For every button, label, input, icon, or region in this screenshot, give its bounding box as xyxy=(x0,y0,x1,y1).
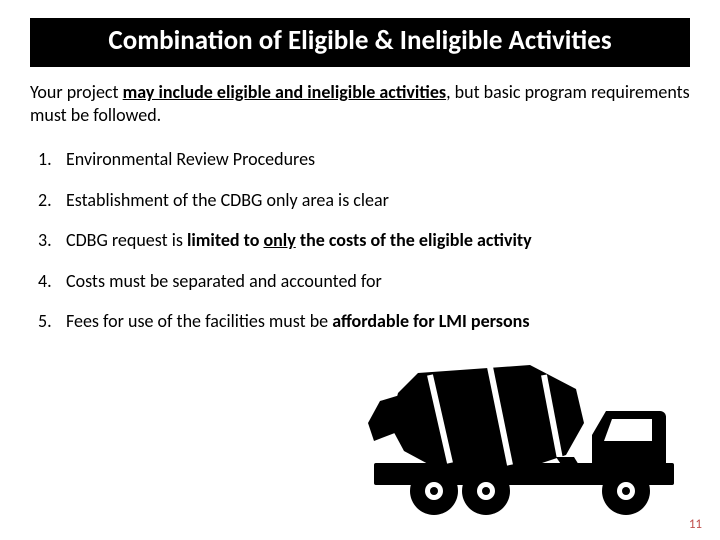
intro-prefix: Your project xyxy=(30,81,123,103)
list-item: Environmental Review Procedures xyxy=(38,148,690,171)
list-item: Fees for use of the facilities must be a… xyxy=(38,310,690,333)
item-text: Fees for use of the facilities must be xyxy=(66,310,332,332)
slide: Combination of Eligible & Ineligible Act… xyxy=(0,0,720,540)
list-item: Establishment of the CDBG only area is c… xyxy=(38,189,690,212)
intro-emphasis: may include eligible and ineligible acti… xyxy=(123,81,446,103)
item-text: CDBG request is xyxy=(66,229,187,251)
item-text: Environmental Review Procedures xyxy=(66,148,315,170)
item-bold: limited to xyxy=(187,229,264,251)
item-bold: affordable for LMI persons xyxy=(332,310,529,332)
slide-title: Combination of Eligible & Ineligible Act… xyxy=(30,18,690,67)
page-number: 11 xyxy=(689,517,702,532)
requirements-list: Environmental Review Procedures Establis… xyxy=(30,148,690,333)
item-text: Establishment of the CDBG only area is c… xyxy=(66,189,389,211)
item-bold: the costs of the eligible activity xyxy=(296,229,532,251)
list-item: CDBG request is limited to only the cost… xyxy=(38,229,690,252)
item-text: Costs must be separated and accounted fo… xyxy=(66,270,382,292)
list-item: Costs must be separated and accounted fo… xyxy=(38,270,690,293)
intro-paragraph: Your project may include eligible and in… xyxy=(30,81,690,126)
cement-mixer-truck-icon xyxy=(360,353,690,518)
item-bold-underline: only xyxy=(263,229,295,251)
